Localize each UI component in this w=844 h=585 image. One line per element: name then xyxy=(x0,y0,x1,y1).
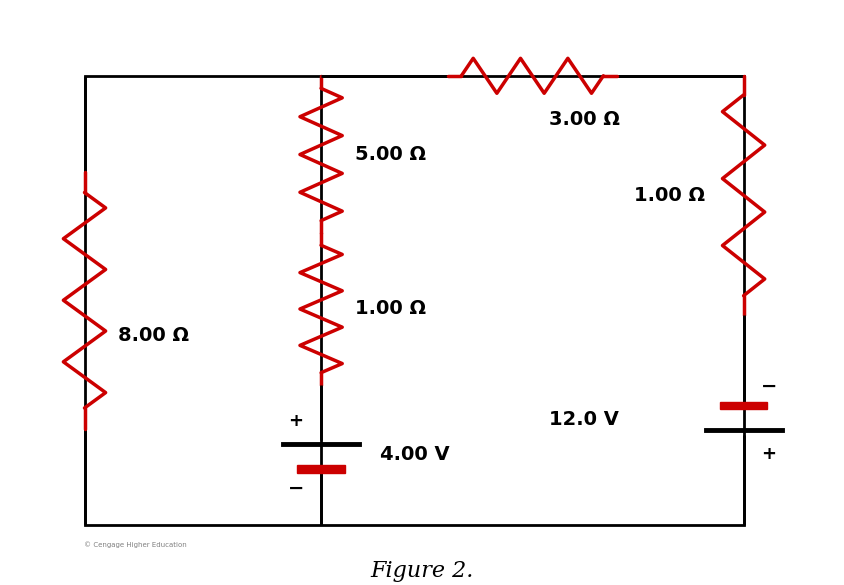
Text: +: + xyxy=(760,445,776,463)
Text: +: + xyxy=(288,412,303,430)
Bar xyxy=(719,402,766,410)
Text: 3.00 Ω: 3.00 Ω xyxy=(549,110,619,129)
Text: 12.0 V: 12.0 V xyxy=(549,410,619,429)
Text: Figure 2.: Figure 2. xyxy=(371,560,473,582)
Text: 5.00 Ω: 5.00 Ω xyxy=(354,145,425,164)
Text: 1.00 Ω: 1.00 Ω xyxy=(354,300,425,318)
Text: −: − xyxy=(760,377,776,395)
Text: −: − xyxy=(287,479,304,498)
Text: 8.00 Ω: 8.00 Ω xyxy=(118,326,189,345)
Text: © Cengage Higher Education: © Cengage Higher Education xyxy=(84,542,187,549)
Text: 4.00 V: 4.00 V xyxy=(380,445,449,464)
Bar xyxy=(297,465,344,473)
Text: 1.00 Ω: 1.00 Ω xyxy=(633,186,704,205)
